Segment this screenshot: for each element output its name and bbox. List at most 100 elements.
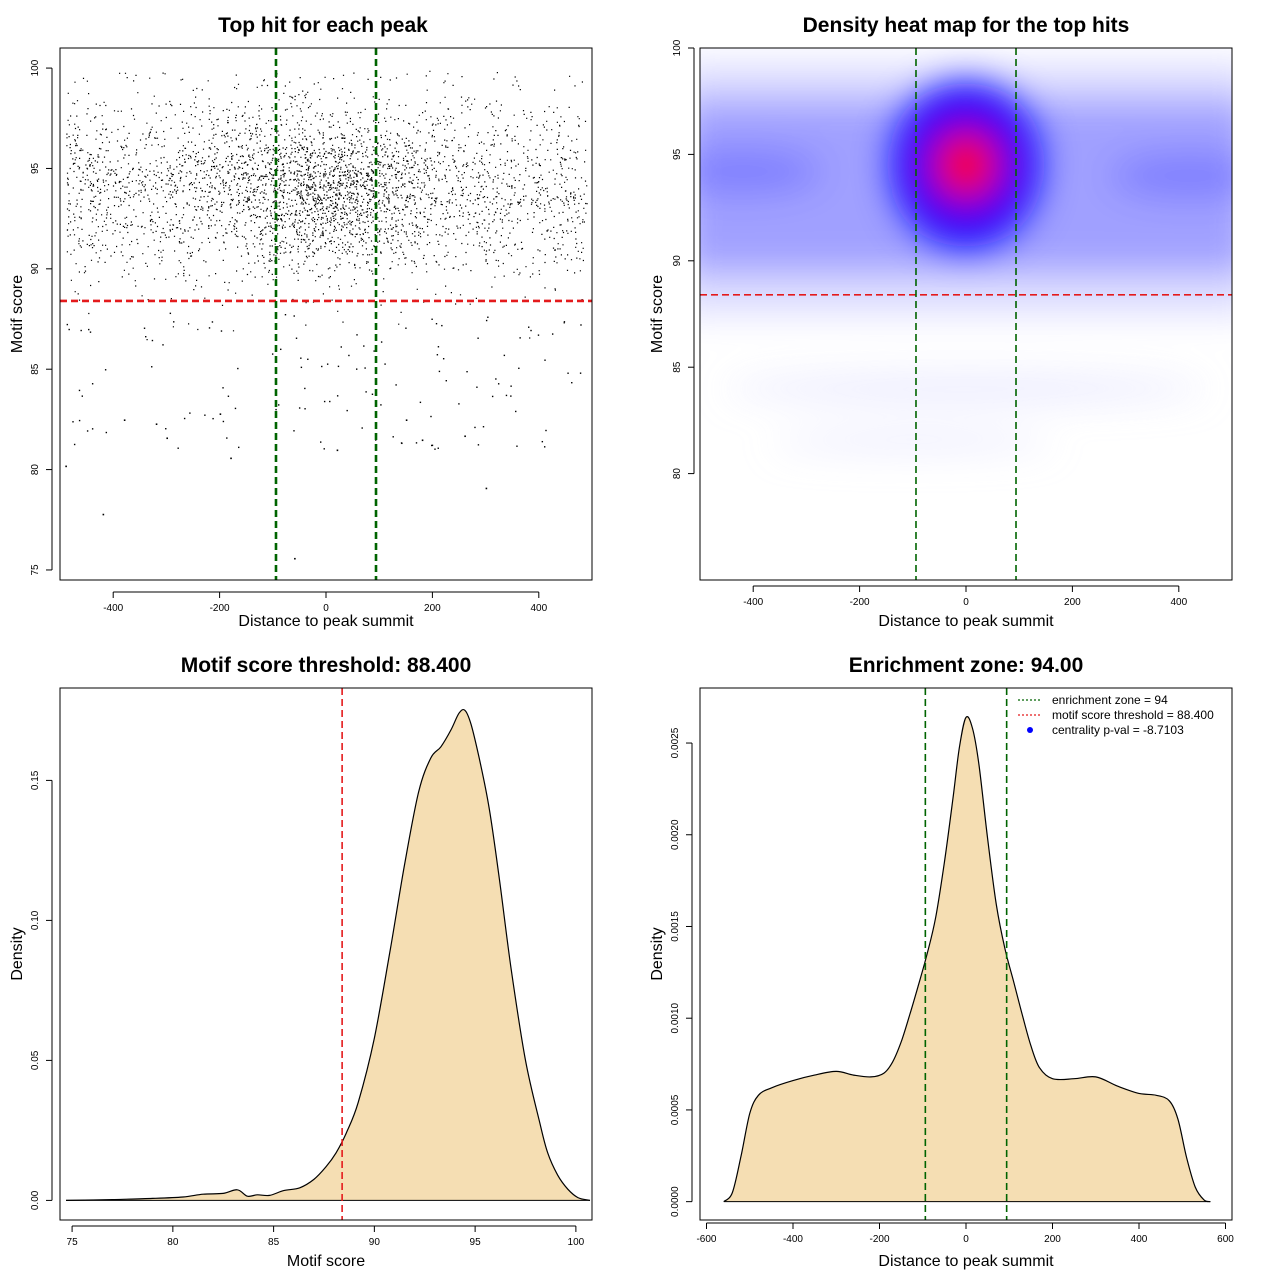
scatter-point	[177, 447, 179, 449]
heatmap-density	[700, 48, 1232, 580]
scatter-point	[392, 436, 394, 438]
distance-y-tick-label: 0.0000	[670, 1186, 681, 1217]
score-x-tick-label: 90	[369, 1237, 381, 1248]
heatmap-panel: Density heat map for the top hits Distan…	[649, 14, 1233, 630]
score-x-tick-label: 75	[67, 1237, 79, 1248]
heatmap-y-tick-label: 90	[672, 255, 683, 267]
scatter-point	[485, 487, 488, 490]
scatter-point	[151, 339, 154, 342]
scatter-point	[551, 333, 554, 335]
score-density-xlabel: Motif score	[287, 1253, 365, 1270]
scatter-point	[346, 409, 348, 412]
score-y-tick-label: 0.10	[30, 910, 41, 930]
distance-x-tick-label: 600	[1217, 1234, 1234, 1245]
scatter-point	[434, 448, 436, 450]
scatter-point	[78, 419, 81, 422]
scatter-x-tick-label: 400	[530, 603, 547, 614]
heatmap-faint-region	[726, 374, 1206, 403]
scatter-point	[143, 327, 146, 329]
scatter-point	[337, 365, 340, 368]
scatter-point	[336, 395, 339, 397]
distance-x-tick-label: 400	[1131, 1234, 1148, 1245]
scatter-x-tick-label: -400	[103, 603, 123, 614]
scatter-point	[437, 447, 439, 449]
distance-density-curve	[723, 716, 1211, 1203]
scatter-point	[485, 319, 488, 322]
scatter-point	[518, 367, 520, 370]
scatter-point	[145, 335, 147, 338]
scatter-point	[356, 368, 358, 370]
scatter-point	[519, 337, 521, 339]
scatter-point	[373, 350, 375, 352]
scatter-point	[222, 420, 225, 423]
distance-x-tick-label: -400	[783, 1234, 803, 1245]
scatter-point	[474, 426, 476, 429]
scatter-point	[88, 328, 90, 331]
heatmap-x-tick-label: -200	[850, 597, 870, 608]
scatter-point	[169, 312, 172, 315]
scatter-point	[415, 442, 418, 444]
scatter-y-tick-label: 85	[30, 363, 41, 375]
distance-y-tick-label: 0.0025	[670, 727, 681, 758]
scatter-y-tick-label: 95	[30, 162, 41, 174]
scatter-point	[271, 353, 274, 355]
scatter-point	[211, 321, 214, 323]
distance-x-tick-label: 0	[963, 1234, 969, 1245]
scatter-point	[280, 348, 282, 351]
distance-y-tick-label: 0.0010	[670, 1002, 681, 1033]
scatter-point	[294, 557, 296, 560]
scatter-point	[544, 359, 546, 361]
scatter-point	[405, 327, 407, 329]
scatter-point	[329, 400, 331, 403]
heatmap-plot-frame	[699, 47, 1233, 581]
distance-x-tick-label: -600	[696, 1234, 716, 1245]
distance-x-tick-label: -200	[869, 1234, 889, 1245]
scatter-point	[395, 384, 397, 386]
scatter-point	[571, 382, 573, 384]
heatmap-y-tick-label: 85	[672, 361, 683, 373]
scatter-title: Top hit for each peak	[218, 14, 428, 37]
scatter-point	[189, 412, 191, 414]
score-y-tick-label: 0.15	[30, 770, 41, 790]
scatter-point	[321, 365, 323, 368]
distance-density-xlabel: Distance to peak summit	[878, 1253, 1054, 1270]
scatter-point	[419, 401, 422, 404]
scatter-point	[400, 442, 403, 444]
scatter-point	[298, 407, 301, 409]
score-x-tick-label: 100	[568, 1237, 585, 1248]
scatter-point	[204, 414, 206, 416]
distance-density-ylabel: Density	[649, 927, 666, 980]
scatter-point	[435, 322, 438, 325]
scatter-point	[405, 419, 408, 421]
scatter-point	[482, 426, 485, 428]
legend-entry-label: motif score threshold = 88.400	[1052, 708, 1214, 722]
scatter-point	[173, 321, 175, 323]
scatter-point	[503, 354, 506, 357]
scatter-y-tick-label: 100	[30, 59, 41, 76]
scatter-point	[166, 437, 168, 440]
scatter-point	[431, 318, 433, 320]
scatter-point	[86, 430, 89, 432]
scatter-point	[66, 323, 69, 326]
scatter-point	[72, 421, 74, 423]
legend-entry-label: enrichment zone = 94	[1052, 693, 1168, 707]
scatter-point	[464, 435, 466, 438]
scatter-point	[295, 337, 298, 339]
scatter-point	[123, 419, 126, 421]
heatmap-faint-region	[772, 431, 1053, 452]
score-x-tick-label: 85	[268, 1237, 280, 1248]
scatter-point	[73, 443, 76, 446]
scatter-point	[421, 439, 424, 442]
scatter-panel: Top hit for each peak Distance to peak s…	[9, 14, 593, 630]
scatter-point	[336, 449, 339, 452]
scatter-point	[293, 430, 295, 432]
scatter-point	[579, 372, 582, 374]
scatter-plot-frame	[59, 47, 593, 581]
scatter-point	[356, 334, 358, 336]
scatter-point	[530, 329, 532, 332]
heatmap-x-tick-label: 0	[963, 597, 969, 608]
score-density-panel: Motif score threshold: 88.400 Motif scor…	[9, 654, 593, 1270]
scatter-point	[237, 367, 239, 370]
